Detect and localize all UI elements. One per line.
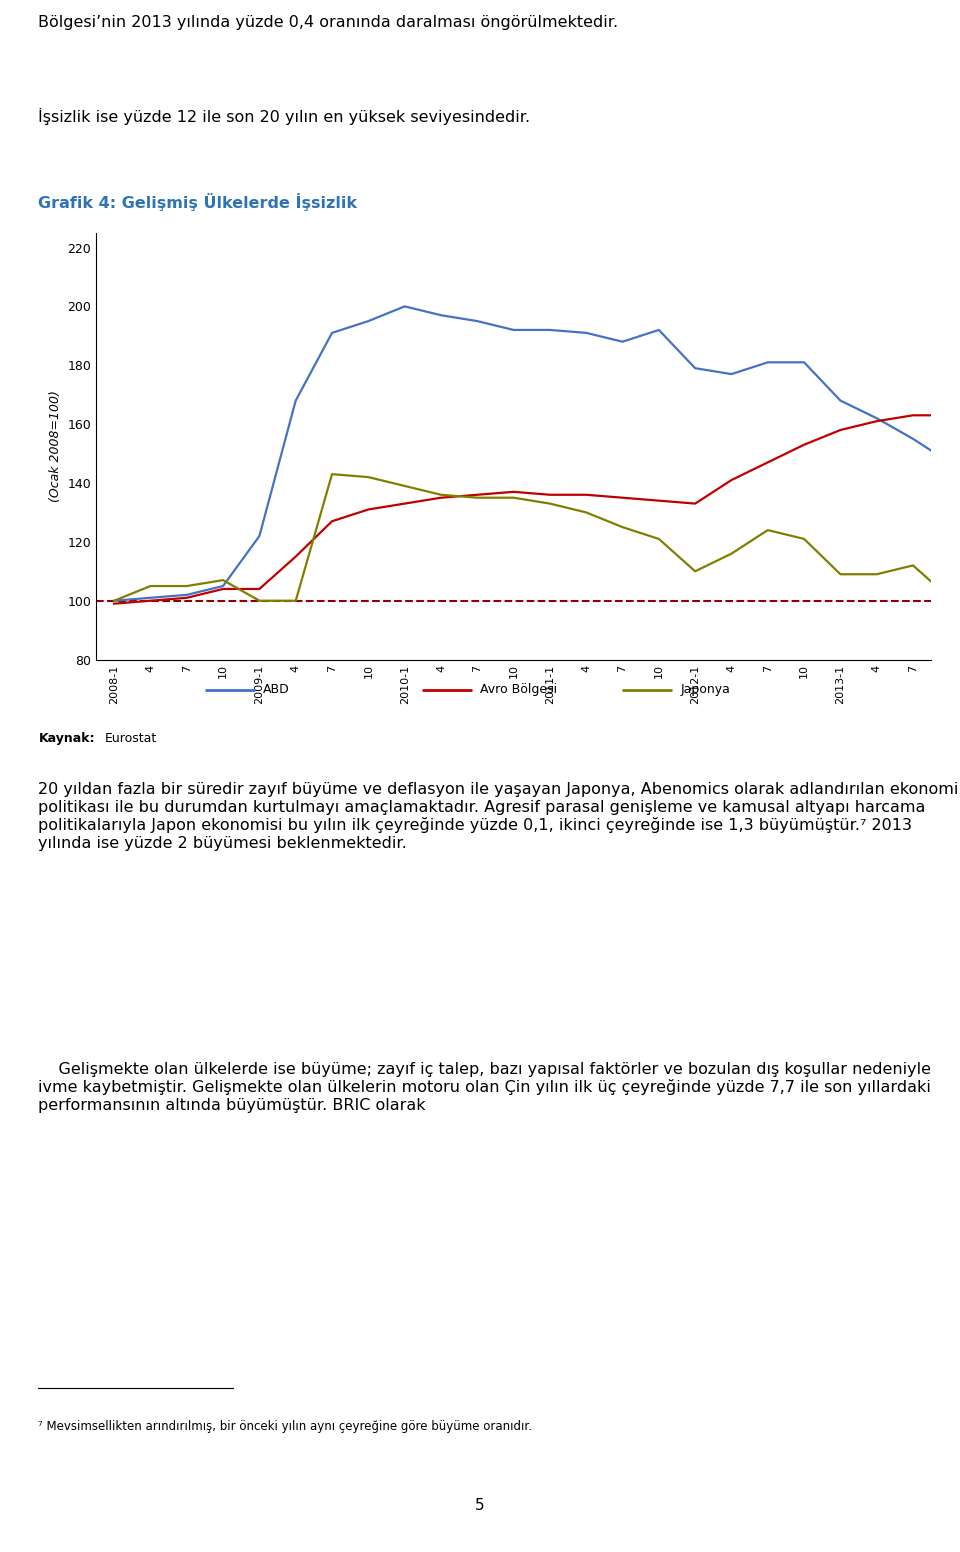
Text: Kaynak:: Kaynak: <box>38 733 95 745</box>
Text: İşsizlik ise yüzde 12 ile son 20 yılın en yüksek seviyesindedir.: İşsizlik ise yüzde 12 ile son 20 yılın e… <box>38 109 531 126</box>
Text: Avro Bölgesi: Avro Bölgesi <box>480 683 558 697</box>
Text: Bölgesi’nin 2013 yılında yüzde 0,4 oranında daralması öngörülmektedir.: Bölgesi’nin 2013 yılında yüzde 0,4 oranı… <box>38 16 618 29</box>
Text: ABD: ABD <box>263 683 290 697</box>
Text: 5: 5 <box>475 1498 485 1513</box>
Text: ⁷ Mevsimsellikten arındırılmış, bir önceki yılın aynı çeyreğine göre büyüme oran: ⁷ Mevsimsellikten arındırılmış, bir önce… <box>38 1420 533 1432</box>
Y-axis label: (Ocak 2008=100): (Ocak 2008=100) <box>49 390 61 503</box>
Text: Gelişmekte olan ülkelerde ise büyüme; zayıf iç talep, bazı yapısal faktörler ve : Gelişmekte olan ülkelerde ise büyüme; za… <box>38 1062 931 1113</box>
Text: Eurostat: Eurostat <box>105 733 156 745</box>
Text: Grafik 4: Gelişmiş Ülkelerde İşsizlik: Grafik 4: Gelişmiş Ülkelerde İşsizlik <box>38 192 357 211</box>
Text: Japonya: Japonya <box>681 683 731 697</box>
Text: 20 yıldan fazla bir süredir zayıf büyüme ve deflasyon ile yaşayan Japonya, Abeno: 20 yıldan fazla bir süredir zayıf büyüme… <box>38 782 959 850</box>
